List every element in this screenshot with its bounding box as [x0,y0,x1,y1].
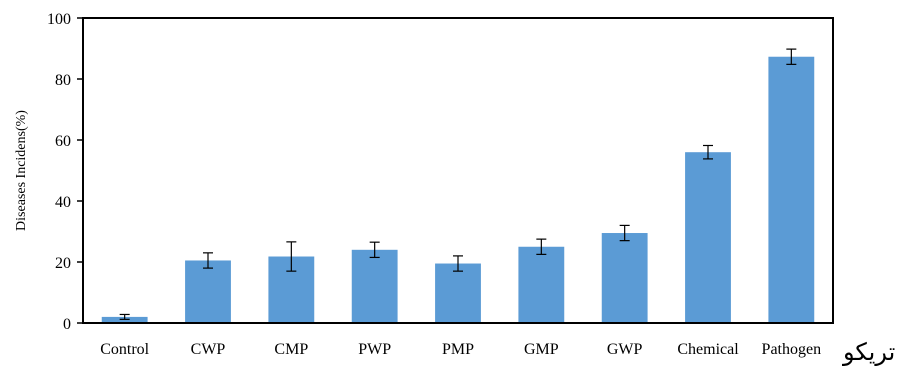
error-bar-pathogen [786,48,797,65]
y-axis-ticks: 0 20 40 60 80 100 [47,11,83,333]
error-bar-chemical [703,144,713,160]
error-bar-pwp [369,241,380,259]
bar-cwp [185,260,231,323]
error-bar-pmp [453,255,463,272]
x-tick-label-pwp: PWP [358,341,391,358]
bar-control [101,316,148,323]
bar-pathogen [768,56,815,324]
y-tick-label-4: 80 [55,72,71,89]
y-tick-label-5: 100 [47,11,71,28]
bar-gwp [601,233,648,323]
bar-chemical [685,152,731,323]
side-text: تریکو [843,338,896,366]
error-bar-gmp [536,238,547,255]
y-axis-label: Diseases Incidens(%) [14,110,29,231]
error-bars [119,48,797,320]
x-tick-label-pmp: PMP [442,341,474,358]
x-tick-label-pathogen: Pathogen [762,341,822,358]
y-tick-label-0: 0 [63,316,71,333]
x-tick-label-gmp: GMP [524,341,559,358]
y-tick-label-2: 40 [55,194,71,211]
bar-pmp [435,263,481,323]
error-bar-cmp [286,241,297,272]
error-bar-control [119,313,130,320]
plot-area-frame [82,17,834,324]
x-tick-label-cmp: CMP [274,341,308,358]
error-bar-gwp [619,224,630,242]
x-tick-label-control: Control [100,341,149,358]
x-tick-label-chemical: Chemical [677,341,739,358]
bars [101,56,815,324]
y-tick-label-1: 20 [55,255,71,272]
x-tick-label-cwp: CWP [191,341,226,358]
error-bar-cwp [203,252,213,269]
x-tick-label-gwp: GWP [607,341,643,358]
bar-gmp [518,246,565,323]
y-tick-label-3: 60 [55,133,71,150]
x-axis-labels: Control CWP CMP PWP PMP GMP GWP Chemical Pathoge… [100,341,821,358]
bar-pwp [351,249,398,323]
